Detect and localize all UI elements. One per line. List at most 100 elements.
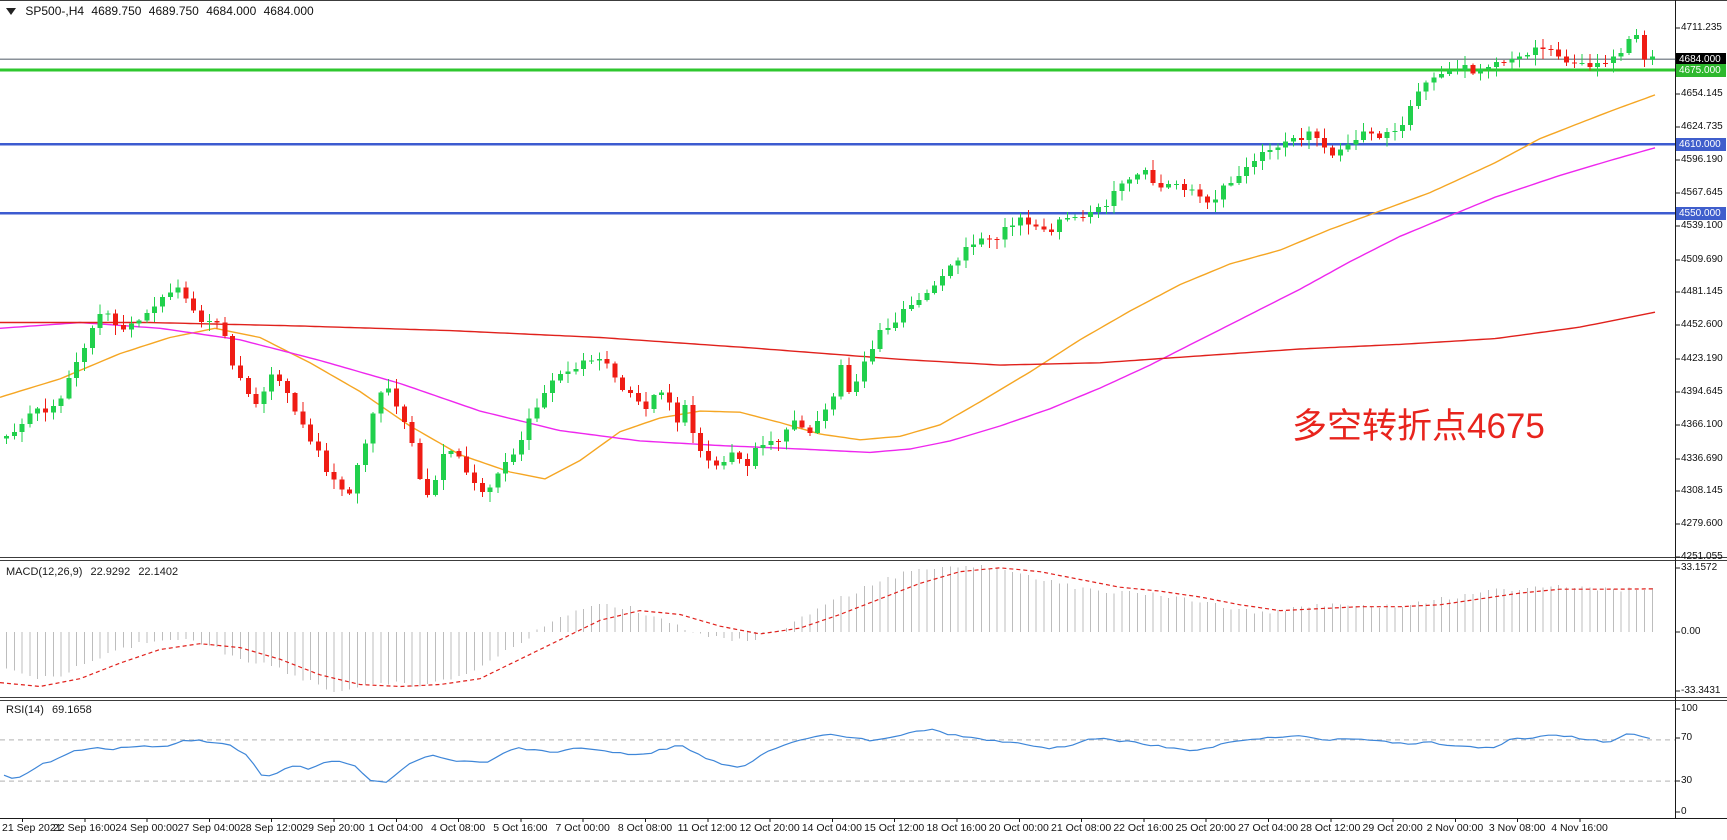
candle-body [596,358,602,361]
price-scale-label: 4567.645 [1681,187,1723,198]
candle-body [394,388,399,407]
candle-body [667,392,672,403]
candle-body [261,391,267,404]
candle-body [635,393,641,402]
time-axis-label: 28 Sep 12:00 [239,822,303,834]
candle-body [292,393,298,412]
candle-body [43,408,48,413]
candle-body [643,401,649,409]
candle-body [706,450,711,461]
candle-body [1010,225,1016,227]
candle-body [1314,131,1320,139]
candle-body [1330,147,1335,156]
candle-body [245,378,251,394]
level-lines [0,58,1675,215]
candle-body [682,404,688,423]
candle-body [448,451,454,455]
time-axis-label: 5 Oct 16:00 [493,822,548,834]
price-scale-label: 4251.055 [1681,551,1723,562]
candle-body [565,371,571,374]
candle-body [1174,183,1179,185]
candle-body [105,313,111,315]
candle-body [4,436,9,439]
candle-body [347,489,353,494]
time-axis-label: 1 Oct 04:00 [368,822,423,834]
candle-body [487,487,493,492]
candle-body [440,454,446,481]
candle-body [885,327,891,331]
candle-body [557,373,563,381]
time-axis-label: 12 Oct 20:00 [739,822,800,834]
macd-indicator-label: MACD(12,26,9) 22.9292 22.1402 [6,566,183,578]
macd-panel [6,565,1653,693]
candle-body [35,408,41,414]
candle-body [893,322,899,328]
candle-body [698,432,704,451]
ohlc-open: 4689.750 [91,4,142,18]
candle-body [1345,144,1351,150]
candle-body [1119,183,1125,191]
scale-ticks [22,27,1680,822]
candle-body [846,365,852,392]
price-scale-label: 4423.190 [1681,353,1723,364]
time-axis-label: 24 Sep 00:00 [115,822,178,834]
candle-body [1142,169,1148,175]
candle-body [1103,205,1109,207]
candle-body [1454,70,1460,72]
candle-body [963,246,969,261]
candle-body [1127,179,1133,184]
price-scale-label: 4481.145 [1681,286,1723,297]
candle-body [971,244,977,247]
candle-body [1197,189,1203,197]
moving-averages [0,94,1656,480]
candle-body [1057,219,1062,232]
candle-body [1236,175,1242,183]
candle-body [1626,39,1632,53]
ma-mid-magenta [0,147,1656,454]
candle-body [628,389,633,394]
candle-body [940,275,945,286]
candle-body [1080,216,1086,218]
candle-body [1470,65,1476,74]
price-scale-label: 4366.100 [1681,419,1723,430]
candle-body [550,380,555,393]
macd-signal-line [0,567,1655,688]
symbol-dropdown-icon[interactable] [6,8,16,16]
candle-body [986,238,992,240]
candle-body [1166,183,1172,188]
candle-body [1618,52,1624,57]
ma-fast-orange [0,94,1656,480]
candle-body [1587,62,1593,68]
candle-body [58,398,64,407]
price-scale-label: 4279.600 [1681,518,1723,529]
time-axis-label: 22 Sep 16:00 [53,822,116,834]
price-scale-label: 4596.190 [1681,154,1723,165]
candle-body [1002,226,1008,240]
candle-body [1135,174,1140,180]
time-axis-label: 27 Oct 04:00 [1237,822,1299,834]
candle-body [1220,185,1226,200]
candle-body [979,238,984,245]
candle-body [854,381,860,392]
candle-body [339,479,345,490]
macd-signal-value: 22.1402 [138,566,179,578]
rsi-indicator-label: RSI(14) 69.1658 [6,704,97,716]
candle-body [331,471,337,480]
candle-body [1096,206,1101,212]
chart-annotation-text: 多空转折点4675 [1292,407,1545,446]
candle-body [386,388,392,393]
rsi-line [3,728,1650,783]
price-scale-label: 4452.600 [1681,319,1723,330]
candle-body [721,462,727,466]
candle-body [19,423,25,433]
candle-body [1556,49,1562,57]
candle-body [433,480,438,495]
panel-borders [0,0,1727,819]
candle-body [316,441,321,451]
candle-body [89,328,95,348]
time-axis-label: 20 Oct 00:00 [988,822,1049,834]
candle-body [1478,69,1484,74]
candle-body [729,452,735,463]
candle-body [1408,105,1413,125]
